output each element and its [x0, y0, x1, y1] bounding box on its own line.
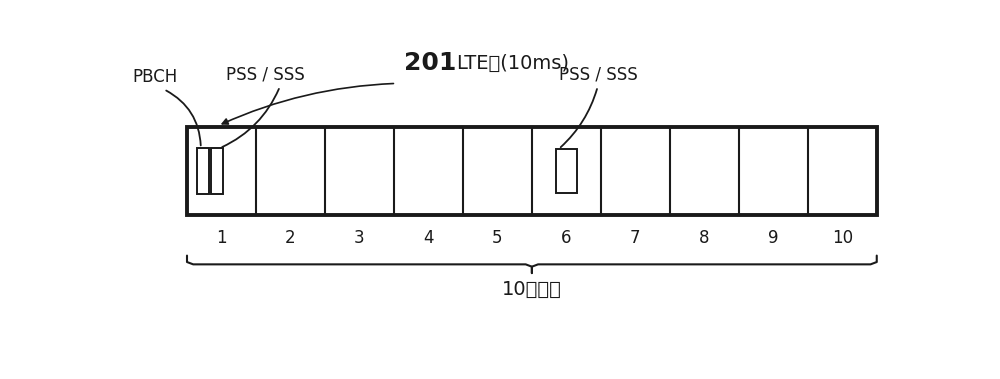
Text: 2: 2 — [285, 229, 296, 247]
Text: 6: 6 — [561, 229, 572, 247]
Text: 4: 4 — [423, 229, 434, 247]
Text: 10: 10 — [832, 229, 853, 247]
Text: 201: 201 — [404, 51, 456, 75]
Text: 5: 5 — [492, 229, 503, 247]
Text: 9: 9 — [768, 229, 779, 247]
Text: PSS / SSS: PSS / SSS — [226, 66, 304, 83]
Bar — [197, 148, 209, 194]
Bar — [556, 149, 577, 193]
Text: PBCH: PBCH — [133, 68, 178, 86]
Text: 10个子帧: 10个子帧 — [502, 280, 562, 299]
Bar — [187, 127, 877, 215]
Text: 3: 3 — [354, 229, 365, 247]
Bar — [211, 148, 223, 194]
Text: 8: 8 — [699, 229, 710, 247]
Text: PSS / SSS: PSS / SSS — [559, 66, 638, 83]
Text: 7: 7 — [630, 229, 641, 247]
Text: LTE帧(10ms): LTE帧(10ms) — [456, 54, 569, 73]
Text: 1: 1 — [216, 229, 227, 247]
